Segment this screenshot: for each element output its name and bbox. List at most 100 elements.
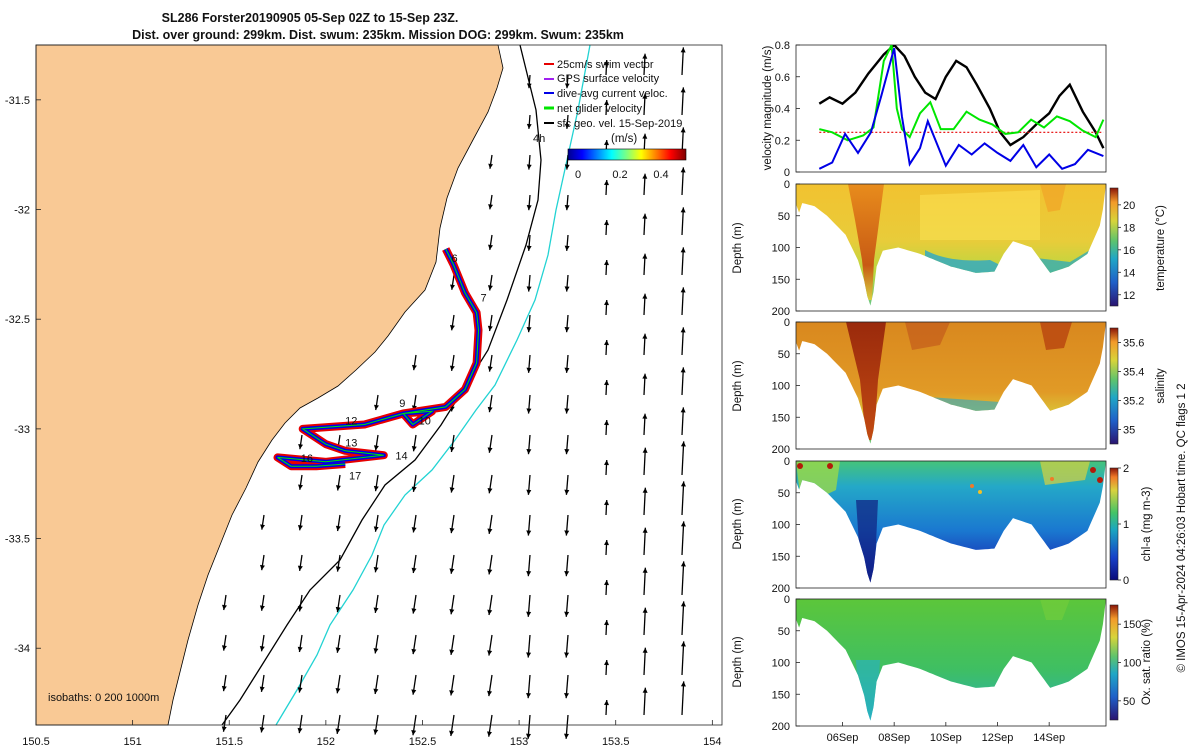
current-arrow-head bbox=[449, 608, 455, 615]
velocity-ytick-label: 0.6 bbox=[775, 72, 790, 84]
current-arrow-head bbox=[680, 367, 686, 373]
depth-ytick-label: 0 bbox=[784, 179, 790, 191]
current-arrow-head bbox=[564, 286, 570, 292]
current-arrow-head bbox=[487, 569, 493, 575]
current-arrow-head bbox=[297, 565, 303, 571]
map-ytick-label: -31.5 bbox=[5, 95, 30, 107]
current-arrow-head bbox=[259, 564, 265, 571]
map-xtick-label: 154 bbox=[703, 736, 721, 748]
salinity-colorbar bbox=[1109, 327, 1119, 445]
current-arrow-head bbox=[642, 53, 648, 59]
oxygen-colorbar-ticks: 150 100 50 bbox=[1118, 619, 1141, 708]
current-arrow-head bbox=[449, 568, 455, 574]
current-arrow-head bbox=[487, 366, 493, 372]
salinity-colorbar-ticks: 35.6 35.4 35.2 35 bbox=[1118, 338, 1144, 437]
isobath-200m bbox=[221, 44, 542, 726]
depth-ytick-label: 0 bbox=[784, 594, 790, 606]
current-arrow-head bbox=[335, 485, 341, 491]
velocity-frame bbox=[795, 44, 1107, 173]
current-arrow-head bbox=[564, 449, 570, 455]
current-arrow-head bbox=[604, 380, 609, 386]
current-arrow-head bbox=[564, 83, 570, 89]
current-arrow-head bbox=[642, 253, 648, 259]
depth-ytick-label: 150 bbox=[772, 689, 790, 701]
velocity-ytick-label: 0 bbox=[784, 167, 790, 179]
current-arrow-head bbox=[449, 487, 455, 493]
current-arrow-head bbox=[642, 687, 648, 693]
net-velocity-track bbox=[277, 248, 480, 467]
isobaths-label: isobaths: 0 200 1000m bbox=[48, 692, 159, 704]
current-arrow-head bbox=[449, 406, 455, 412]
current-arrow-head bbox=[297, 727, 303, 734]
colorbar-tick-label: 14 bbox=[1123, 267, 1135, 279]
current-arrow-head bbox=[449, 527, 455, 534]
current-arrow-head bbox=[642, 373, 648, 379]
current-arrow-head bbox=[680, 441, 686, 447]
day-marker-label: 12 bbox=[345, 415, 357, 427]
current-arrow-head bbox=[411, 648, 417, 655]
current-arrow-head bbox=[259, 646, 265, 652]
current-arrow-head bbox=[604, 700, 609, 706]
day-marker-label: 9 bbox=[399, 398, 405, 410]
current-arrow-head bbox=[411, 689, 417, 695]
current-arrow-head bbox=[335, 566, 341, 572]
current-arrow-head bbox=[222, 604, 227, 611]
current-arrow-head bbox=[449, 365, 455, 371]
current-arrow-head bbox=[526, 245, 532, 251]
current-arrow-head bbox=[680, 681, 686, 687]
current-arrow-head bbox=[564, 408, 570, 414]
current-arrow bbox=[681, 641, 685, 676]
current-arrow-head bbox=[642, 173, 648, 179]
current-arrow-field bbox=[221, 47, 686, 739]
colorbar-tick-label: 2 bbox=[1123, 463, 1129, 475]
map-ytick-label: -33.5 bbox=[5, 534, 30, 546]
map-ytick-label: -32.5 bbox=[5, 314, 30, 326]
depth-ytick-label: 150 bbox=[772, 551, 790, 563]
chlorophyll-y-axis: 0 50 100 150 200 bbox=[772, 456, 800, 595]
depth-ytick-label: 0 bbox=[784, 456, 790, 468]
day-marker-label: 17 bbox=[349, 470, 361, 482]
current-arrow-head bbox=[373, 526, 379, 532]
current-arrow-head bbox=[680, 167, 686, 173]
temperature-panel: 0 50 100 150 200 Depth (m) 20 18 16 14 12 temper… bbox=[732, 179, 1167, 318]
temperature-colorbar-label: temperature (°C) bbox=[1155, 205, 1167, 291]
colorbar-tick-label: 50 bbox=[1123, 696, 1135, 708]
salinity-panel: 0 50 100 150 200 Depth (m) 35.6 35.4 35.2 35 sa… bbox=[732, 317, 1167, 456]
chlorophyll-colorbar-label: chl-a (mg m-3) bbox=[1141, 486, 1153, 561]
legend-label-swim: 25cm/s swim vector bbox=[557, 59, 654, 71]
time-xtick-label: 12Sep bbox=[982, 732, 1014, 744]
current-arrow-head bbox=[373, 607, 379, 613]
oxygen-ylabel: Depth (m) bbox=[732, 636, 744, 687]
map-ytick-label: -32 bbox=[14, 205, 30, 217]
colorbar-tick-label: 0 bbox=[1123, 575, 1129, 587]
day-markers: 6 7 9 10 12 13 14 16 17 bbox=[301, 253, 487, 482]
current-arrow-head bbox=[680, 47, 686, 53]
current-arrow-head bbox=[642, 487, 648, 493]
current-arrow-head bbox=[564, 245, 570, 251]
glider-track bbox=[273, 247, 483, 471]
current-arrow-head bbox=[411, 364, 417, 371]
current-arrow-head bbox=[526, 530, 532, 536]
current-arrow-head bbox=[221, 645, 227, 651]
current-speed-line bbox=[818, 47, 1104, 170]
current-arrow-head bbox=[564, 123, 570, 129]
current-arrow-head bbox=[604, 100, 609, 106]
current-arrow-head bbox=[604, 500, 609, 506]
oxygen-colorbar bbox=[1109, 604, 1119, 721]
current-arrow-head bbox=[680, 521, 686, 527]
map-xtick-label: 153 bbox=[510, 736, 528, 748]
current-arrow-head bbox=[680, 327, 686, 333]
depth-ytick-label: 200 bbox=[772, 583, 790, 595]
current-arrow-head bbox=[563, 733, 569, 739]
sfc-geostrophic-speed-line bbox=[818, 45, 1105, 149]
current-arrow-head bbox=[488, 204, 494, 210]
current-arrow-head bbox=[680, 207, 686, 213]
legend-label-gps: GPS surface velocity bbox=[557, 73, 660, 85]
current-arrow-head bbox=[487, 650, 493, 656]
map-legend: 25cm/s swim vector GPS surface velocity … bbox=[544, 59, 687, 181]
current-arrow-head bbox=[680, 247, 686, 253]
current-arrow-head bbox=[411, 486, 417, 492]
current-arrow-head bbox=[411, 446, 417, 452]
current-arrow-head bbox=[487, 487, 493, 494]
current-arrow-head bbox=[487, 447, 493, 453]
